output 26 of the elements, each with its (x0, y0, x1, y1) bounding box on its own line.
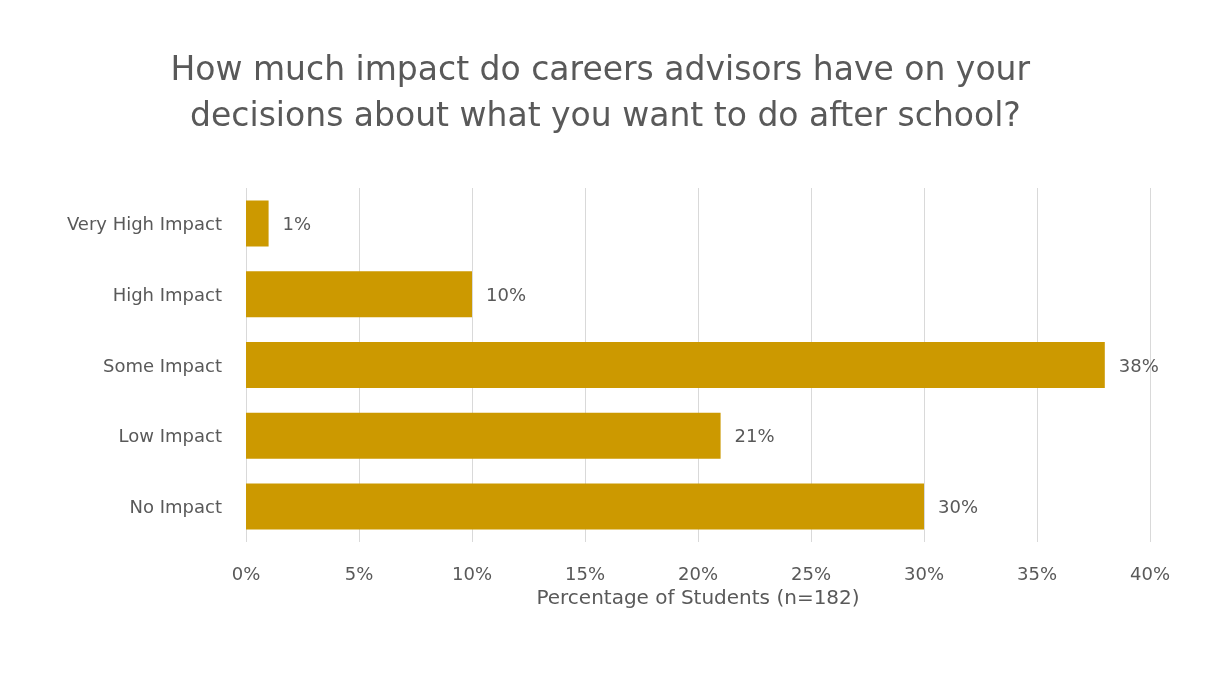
bar (246, 483, 924, 530)
y-tick-label: No Impact (129, 496, 222, 518)
x-tick-label: 25% (790, 562, 832, 584)
data-label: 21% (734, 425, 775, 447)
data-label: 10% (486, 283, 527, 305)
data-label: 1% (282, 212, 312, 234)
x-tick-label: 10% (451, 562, 493, 584)
y-tick-label: High Impact (112, 283, 222, 305)
bar (246, 200, 269, 247)
y-tick-label: Some Impact (102, 354, 222, 376)
x-tick-label: 0% (231, 562, 261, 584)
data-label: 30% (938, 496, 979, 518)
x-axis-title: Percentage of Students (n=182) (536, 584, 860, 609)
x-tick-label: 40% (1129, 562, 1171, 584)
x-tick-label: 20% (677, 562, 719, 584)
x-tick-label: 30% (903, 562, 945, 584)
y-tick-label: Very High Impact (66, 212, 222, 234)
bar (246, 341, 1105, 389)
bar (246, 271, 472, 318)
bar (246, 412, 721, 459)
x-tick-label: 35% (1016, 562, 1058, 584)
data-label: 38% (1118, 354, 1159, 376)
x-tick-label: 5% (344, 562, 374, 584)
y-tick-label: Low Impact (118, 425, 222, 447)
x-tick-label: 15% (564, 562, 606, 584)
chart-title: How much impact do careers advisors have on your decisions about what you want to do after school? (170, 48, 1041, 134)
